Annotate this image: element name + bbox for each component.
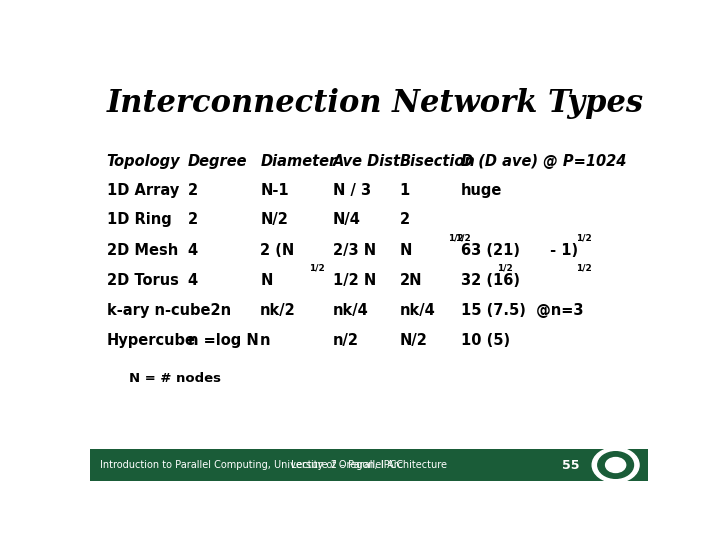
Circle shape xyxy=(606,457,626,472)
Text: 2N: 2N xyxy=(400,273,422,288)
Text: N: N xyxy=(400,243,412,258)
Bar xyxy=(90,449,648,481)
Text: N-1: N-1 xyxy=(260,183,289,198)
Text: 10 (5): 10 (5) xyxy=(461,333,510,348)
Text: 2 (N: 2 (N xyxy=(260,243,294,258)
Text: Hypercube: Hypercube xyxy=(107,333,196,348)
Text: N: N xyxy=(260,273,273,288)
Text: N/2: N/2 xyxy=(400,333,428,348)
Text: n: n xyxy=(260,333,271,348)
Text: 1/2: 1/2 xyxy=(497,264,513,273)
Text: Lecture 2 – Parallel Architecture: Lecture 2 – Parallel Architecture xyxy=(291,460,447,470)
Text: - 1): - 1) xyxy=(545,243,578,258)
Text: 2: 2 xyxy=(188,183,198,198)
Text: nk/4: nk/4 xyxy=(333,302,369,318)
Text: 63 (21): 63 (21) xyxy=(461,243,520,258)
Text: huge: huge xyxy=(461,183,503,198)
Text: 55: 55 xyxy=(562,458,579,471)
Text: N / 3: N / 3 xyxy=(333,183,371,198)
Text: 2: 2 xyxy=(400,212,410,227)
Text: 1/2: 1/2 xyxy=(449,234,464,242)
Text: N/2: N/2 xyxy=(260,212,288,227)
Text: Bisection: Bisection xyxy=(400,154,475,169)
Text: 32 (16): 32 (16) xyxy=(461,273,520,288)
Text: nk/4: nk/4 xyxy=(400,302,436,318)
Text: 1/2: 1/2 xyxy=(309,264,325,273)
Text: 15 (7.5)  @n=3: 15 (7.5) @n=3 xyxy=(461,302,584,318)
Text: Ave Dist: Ave Dist xyxy=(333,154,401,169)
Text: Topology: Topology xyxy=(107,154,181,169)
Circle shape xyxy=(592,448,639,482)
Text: n =log N: n =log N xyxy=(188,333,258,348)
Text: 1/2: 1/2 xyxy=(455,234,470,242)
Text: Diameter: Diameter xyxy=(260,154,336,169)
Text: 4: 4 xyxy=(188,243,198,258)
Text: 2: 2 xyxy=(188,212,198,227)
Text: k-ary n-cube2n: k-ary n-cube2n xyxy=(107,302,231,318)
Text: 2D Torus: 2D Torus xyxy=(107,273,179,288)
Text: 1: 1 xyxy=(400,183,410,198)
Text: 2D Mesh: 2D Mesh xyxy=(107,243,178,258)
Text: 2/3 N: 2/3 N xyxy=(333,243,376,258)
Text: 1D Array: 1D Array xyxy=(107,183,179,198)
Text: 4: 4 xyxy=(188,273,198,288)
Text: Interconnection Network Types: Interconnection Network Types xyxy=(107,87,644,119)
Text: D (D ave) @ P=1024: D (D ave) @ P=1024 xyxy=(461,154,626,169)
Text: n/2: n/2 xyxy=(333,333,359,348)
Text: 1/2: 1/2 xyxy=(576,234,592,242)
Text: Introduction to Parallel Computing, University of Oregon, IPCC: Introduction to Parallel Computing, Univ… xyxy=(100,460,403,470)
Circle shape xyxy=(598,451,634,478)
Text: 1/2 N: 1/2 N xyxy=(333,273,376,288)
Text: nk/2: nk/2 xyxy=(260,302,296,318)
Text: N/4: N/4 xyxy=(333,212,361,227)
Text: N = # nodes: N = # nodes xyxy=(129,373,221,386)
Text: 1/2: 1/2 xyxy=(576,264,592,273)
Text: Degree: Degree xyxy=(188,154,247,169)
Text: 1D Ring: 1D Ring xyxy=(107,212,171,227)
